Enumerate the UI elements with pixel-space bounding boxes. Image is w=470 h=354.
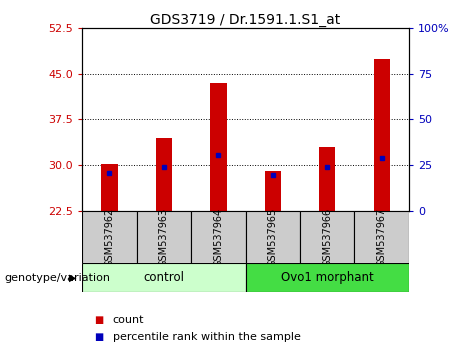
Text: GSM537966: GSM537966 xyxy=(322,208,332,267)
Bar xyxy=(137,211,191,264)
Text: Ovo1 morphant: Ovo1 morphant xyxy=(281,271,374,284)
Bar xyxy=(319,147,336,211)
Text: GSM537964: GSM537964 xyxy=(213,208,223,267)
Bar xyxy=(300,211,354,264)
Bar xyxy=(102,164,118,211)
Text: GSM537962: GSM537962 xyxy=(104,208,115,267)
Bar xyxy=(374,59,390,211)
Text: ▶: ▶ xyxy=(69,273,77,283)
Text: ■: ■ xyxy=(94,315,103,325)
Bar xyxy=(265,171,281,211)
Title: GDS3719 / Dr.1591.1.S1_at: GDS3719 / Dr.1591.1.S1_at xyxy=(150,13,341,27)
Bar xyxy=(210,83,227,211)
Bar xyxy=(354,211,409,264)
Bar xyxy=(156,138,172,211)
Text: genotype/variation: genotype/variation xyxy=(5,273,111,283)
Bar xyxy=(245,211,300,264)
Bar xyxy=(245,263,409,292)
Text: count: count xyxy=(113,315,144,325)
Text: GSM537967: GSM537967 xyxy=(376,208,387,267)
Bar xyxy=(82,211,137,264)
Bar xyxy=(82,263,245,292)
Text: GSM537963: GSM537963 xyxy=(159,208,169,267)
Text: control: control xyxy=(143,271,184,284)
Text: ■: ■ xyxy=(94,332,103,342)
Text: percentile rank within the sample: percentile rank within the sample xyxy=(113,332,301,342)
Text: GSM537965: GSM537965 xyxy=(268,208,278,267)
Bar xyxy=(191,211,245,264)
